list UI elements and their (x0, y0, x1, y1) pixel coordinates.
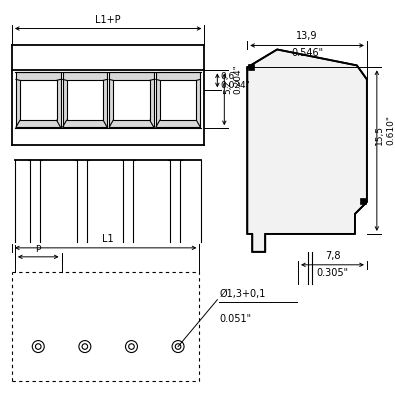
Text: 13,9: 13,9 (296, 32, 318, 42)
Text: 15,5: 15,5 (375, 125, 384, 145)
Bar (160, 80, 196, 120)
Circle shape (32, 340, 44, 352)
Circle shape (79, 340, 91, 352)
Text: L1+P: L1+P (95, 14, 121, 24)
Bar (360, 198, 366, 204)
Bar (156, 72, 200, 127)
Circle shape (82, 344, 88, 349)
Text: L1: L1 (102, 234, 114, 244)
Circle shape (175, 344, 181, 349)
Text: 0.024": 0.024" (220, 81, 250, 90)
Text: 5,2: 5,2 (223, 80, 232, 94)
Text: 0,6: 0,6 (220, 72, 235, 81)
Bar (62, 72, 107, 127)
Bar (113, 80, 150, 120)
Text: 0.546": 0.546" (291, 48, 323, 58)
Bar (16, 72, 60, 127)
Circle shape (172, 340, 184, 352)
Text: 0.610": 0.610" (386, 115, 395, 145)
Text: 7,8: 7,8 (325, 251, 340, 261)
Bar (248, 64, 254, 70)
Circle shape (126, 340, 137, 352)
Text: 0.204": 0.204" (234, 64, 243, 94)
Circle shape (36, 344, 41, 349)
Polygon shape (247, 50, 367, 252)
Bar (109, 72, 154, 127)
Text: 0.051": 0.051" (219, 314, 252, 324)
Bar (66, 80, 103, 120)
Text: P: P (36, 245, 41, 254)
Circle shape (129, 344, 134, 349)
Text: 0.305": 0.305" (316, 268, 348, 278)
Bar (20, 80, 56, 120)
Text: Ø1,3+0,1: Ø1,3+0,1 (219, 289, 266, 299)
